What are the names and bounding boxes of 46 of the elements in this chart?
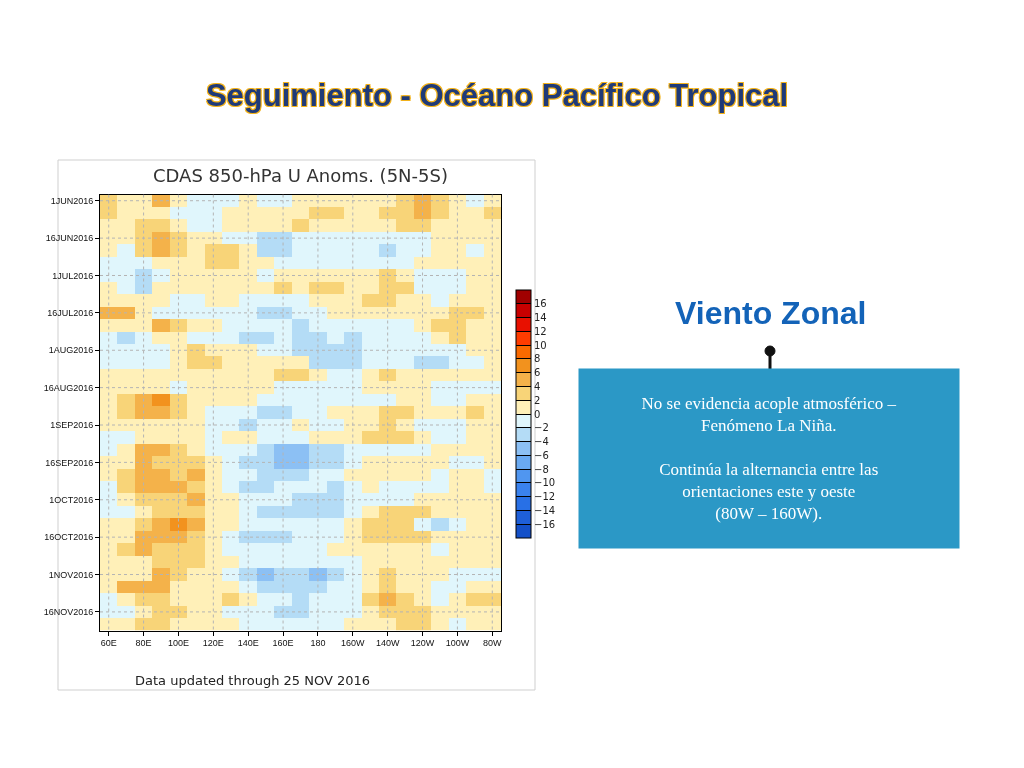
color-bar-label: −12 <box>534 491 556 503</box>
x-tick-label: 80W <box>483 638 503 649</box>
color-bar-label: −8 <box>534 463 549 475</box>
color-bar-label: 4 <box>534 380 541 392</box>
y-tick-label: 1JUN2016 <box>50 195 94 206</box>
x-tick-label: 60E <box>100 638 117 649</box>
y-tick-label: 1SEP2016 <box>50 420 94 431</box>
text: Viento Zonal <box>675 295 867 331</box>
y-tick-label: 16NOV2016 <box>43 607 94 618</box>
color-bar-label: −6 <box>534 449 549 461</box>
x-tick-label: 160W <box>341 638 366 649</box>
color-bar-label: −16 <box>534 518 556 530</box>
chart-title: Seguimiento - Océano Pacífico Tropical <box>205 77 789 113</box>
chart-subtitle: CDAS 850-hPa U Anoms. (5N-5S) <box>153 165 448 186</box>
color-bar-label: 2 <box>534 394 541 406</box>
x-tick-label: 120W <box>410 638 435 649</box>
x-tick-label: 100W <box>445 638 470 649</box>
y-tick-label: 1AUG2016 <box>48 345 94 356</box>
y-tick-label: 16SEP2016 <box>45 457 94 468</box>
x-tick-label: 120E <box>202 638 224 649</box>
y-tick-label: 16JUN2016 <box>45 233 94 244</box>
y-tick-label: 1NOV2016 <box>48 569 94 580</box>
y-tick-label: 16OCT2016 <box>44 532 94 543</box>
color-bar-label: −2 <box>534 422 549 434</box>
x-tick-label: 160E <box>272 638 294 649</box>
x-tick-label: 180 <box>310 638 326 649</box>
color-bar-label: 6 <box>534 367 541 379</box>
text: Data updated through 25 NOV 2016 <box>135 673 371 688</box>
color-bar-label: −10 <box>534 477 556 489</box>
color-bar-label: 12 <box>534 325 547 337</box>
x-tick-label: 80E <box>135 638 152 649</box>
x-tick-label: 140E <box>237 638 259 649</box>
color-bar-label: 0 <box>534 408 541 420</box>
text: No se evidencia acople atmosférico – Fenómeno La Niña. Continúa la alternancia entre las orientaciones este y oeste (80W – 160W). <box>641 393 896 524</box>
y-tick-label: 16JUL2016 <box>47 308 94 319</box>
x-tick-label: 140W <box>375 638 400 649</box>
y-tick-label: 1OCT2016 <box>49 494 94 505</box>
color-bar-label: 10 <box>534 339 547 351</box>
color-bar-label: 16 <box>534 298 547 310</box>
color-bar-label: 14 <box>534 312 547 324</box>
color-bar-label: 8 <box>534 353 541 365</box>
color-bar-label: −4 <box>534 436 549 448</box>
y-tick-label: 1JUL2016 <box>52 270 94 281</box>
y-tick-label: 16AUG2016 <box>43 382 94 393</box>
color-bar-label: −14 <box>534 504 556 516</box>
x-tick-label: 100E <box>167 638 189 649</box>
